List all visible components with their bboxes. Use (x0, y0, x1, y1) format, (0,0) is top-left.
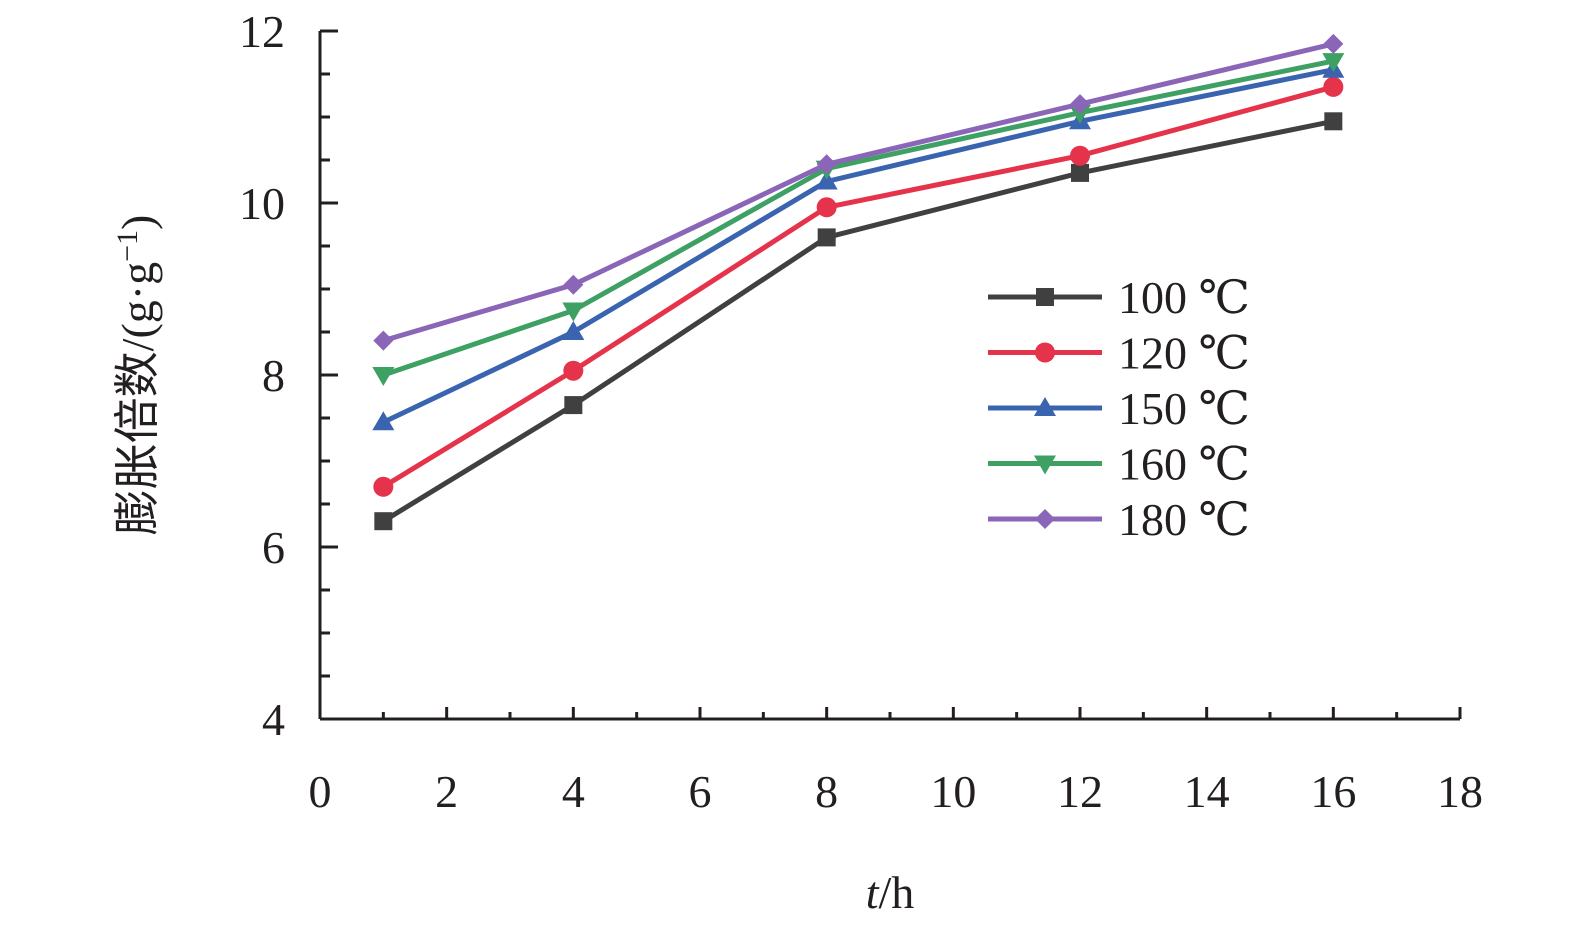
x-tick-label: 14 (1184, 766, 1230, 817)
x-tick-label: 18 (1437, 766, 1483, 817)
data-point (372, 367, 395, 386)
axis-ticks (318, 29, 1462, 721)
x-tick-label: 16 (1310, 766, 1356, 817)
x-tick-label: 2 (435, 766, 458, 817)
x-axis-title: t/h (866, 867, 915, 918)
data-point (817, 228, 836, 247)
legend-item: 150 ℃ (988, 383, 1250, 434)
x-tick-label: 0 (309, 766, 332, 817)
legend-marker (1035, 509, 1055, 529)
x-tick-label: 4 (562, 766, 585, 817)
x-axis-title-unit: /h (879, 867, 915, 918)
y-tick-label: 8 (262, 350, 285, 401)
data-point (1069, 104, 1091, 124)
y-tick-label: 12 (239, 6, 285, 57)
y-tick-label: 4 (262, 694, 285, 745)
x-tick-label: 10 (930, 766, 976, 817)
data-point (373, 330, 394, 351)
data-point (816, 154, 837, 175)
legend-item: 120 ℃ (988, 328, 1250, 379)
legend-marker (1036, 288, 1054, 306)
axes (318, 31, 1460, 721)
data-point (562, 321, 585, 340)
y-axis-title: 膨胀倍数/(g·g−1) (111, 215, 164, 536)
data-point (1070, 94, 1090, 115)
data-point (1322, 53, 1345, 73)
data-point (1323, 76, 1344, 97)
legend-label: 100 ℃ (1118, 272, 1250, 323)
legend-item: 160 ℃ (988, 439, 1250, 490)
data-point (374, 512, 393, 531)
data-point (562, 302, 585, 322)
tick-labels: 0 2 4 6 8 10 12 14 16 18 4 6 8 10 12 (239, 6, 1483, 817)
data-point (563, 274, 584, 295)
legend-marker (1035, 342, 1055, 363)
legend-label: 120 ℃ (1118, 328, 1250, 379)
data-point (372, 411, 395, 431)
series-1 (373, 76, 1344, 497)
legend-item: 180 ℃ (988, 494, 1250, 545)
data-point (815, 170, 838, 190)
x-tick-label: 8 (815, 766, 838, 817)
legend-label: 180 ℃ (1118, 494, 1250, 545)
legend-label: 150 ℃ (1118, 383, 1250, 434)
series-4 (373, 33, 1344, 351)
y-axis-title-close: ) (112, 215, 163, 230)
data-point (1323, 33, 1344, 54)
x-tick-label: 6 (689, 766, 712, 817)
y-axis-title-main: 膨胀倍数/(g·g (112, 262, 163, 535)
legend-marker (1034, 455, 1056, 475)
series-0 (374, 112, 1343, 531)
x-tick-label: 12 (1057, 766, 1103, 817)
data-point (1071, 163, 1089, 182)
legend-label: 160 ℃ (1118, 439, 1250, 490)
legend-item: 100 ℃ (988, 272, 1250, 323)
y-tick-label: 6 (262, 522, 285, 573)
data-point (373, 476, 394, 497)
data-point (563, 360, 584, 381)
y-tick-label: 10 (239, 178, 285, 229)
data-point (564, 396, 583, 415)
data-point (1070, 145, 1090, 166)
data-point (816, 197, 837, 218)
legend-marker (1034, 397, 1056, 416)
x-axis-title-italic: t (866, 867, 880, 918)
data-point (1324, 112, 1343, 131)
y-axis-title-sup: −1 (111, 230, 144, 262)
series-layer (372, 33, 1345, 531)
